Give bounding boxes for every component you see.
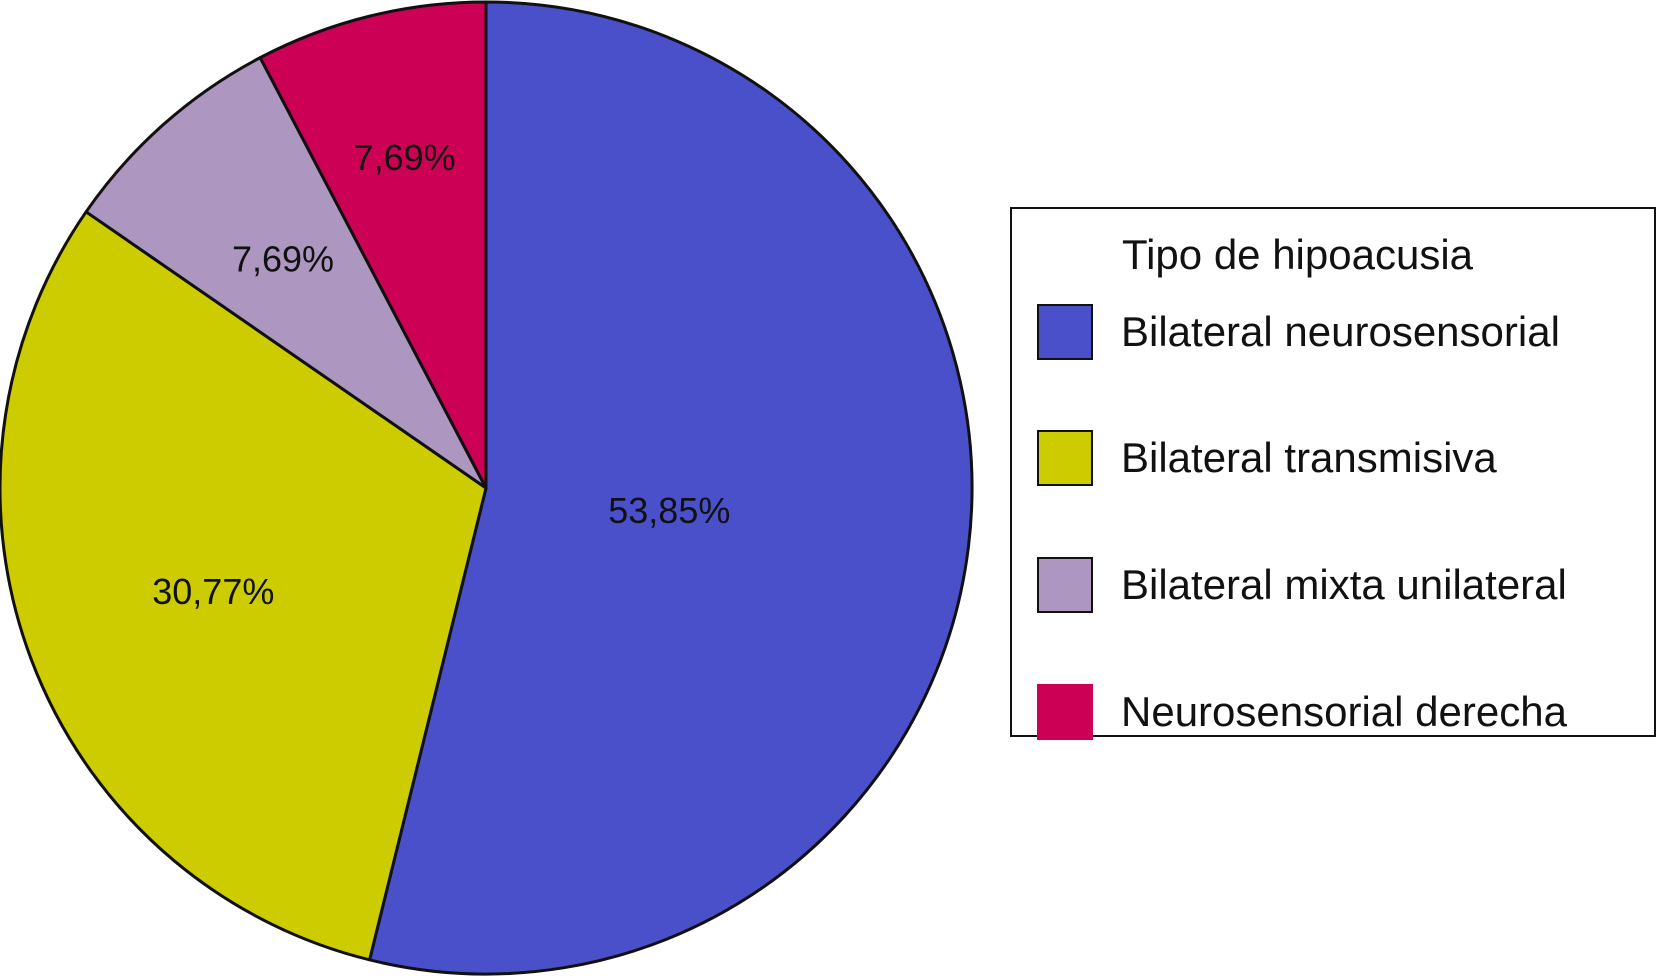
data-label-bilateral-neurosensorial: 53,85% — [608, 490, 730, 531]
pie-slice-bilateral-mixta-unilateral — [84, 56, 488, 490]
legend-swatch-bilateral-mixta-unilateral — [1037, 557, 1093, 613]
legend-swatch-bilateral-neurosensorial — [1037, 304, 1093, 360]
legend-label-bilateral-mixta-unilateral: Bilateral mixta unilateral — [1121, 561, 1567, 608]
data-label-bilateral-transmisiva: 30,77% — [152, 571, 274, 612]
data-label-bilateral-mixta-unilateral: 7,69% — [232, 238, 334, 279]
legend-item-neurosensorial-derecha: Neurosensorial derecha — [1037, 682, 1567, 742]
pie-slice-bilateral-transmisiva — [0, 210, 488, 962]
pie-slice-bilateral-neurosensorial — [368, 0, 974, 976]
data-label-neurosensorial-derecha: 7,69% — [354, 137, 456, 178]
legend-item-bilateral-transmisiva: Bilateral transmisiva — [1037, 428, 1497, 488]
legend-swatch-neurosensorial-derecha — [1037, 684, 1093, 740]
pie-slice-neurosensorial-derecha — [258, 0, 488, 490]
pie-data-labels: 53,85% 30,77% 7,69% 7,69% — [152, 137, 730, 612]
legend-item-bilateral-mixta-unilateral: Bilateral mixta unilateral — [1037, 555, 1567, 615]
pie-slices — [0, 0, 974, 976]
legend-label-bilateral-transmisiva: Bilateral transmisiva — [1121, 434, 1497, 481]
legend-title: Tipo de hipoacusia — [1122, 231, 1474, 278]
legend-label-bilateral-neurosensorial: Bilateral neurosensorial — [1121, 308, 1560, 355]
legend: Tipo de hipoacusia Bilateral neurosensor… — [1010, 207, 1656, 740]
legend-label-neurosensorial-derecha: Neurosensorial derecha — [1121, 688, 1567, 735]
legend-item-bilateral-neurosensorial: Bilateral neurosensorial — [1037, 302, 1560, 362]
legend-swatch-bilateral-transmisiva — [1037, 430, 1093, 486]
